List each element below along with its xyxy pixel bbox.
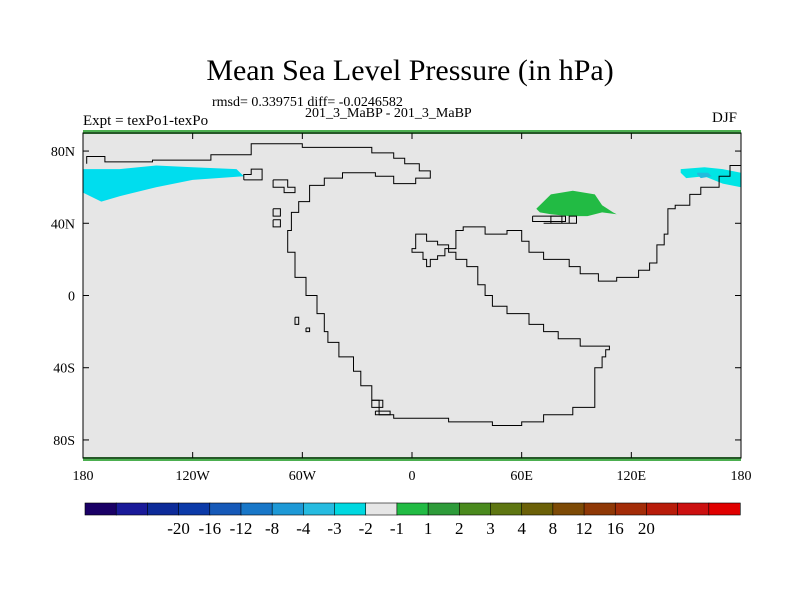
x-tick-label-6: 180: [731, 469, 752, 484]
colorbar-swatch-2: [147, 502, 180, 516]
x-tick-label-3: 0: [409, 469, 416, 484]
colorbar-swatch-5: [240, 502, 273, 516]
y-tick-label-4: 80S: [53, 434, 75, 449]
x-tick-label-0: 180: [73, 469, 94, 484]
colorbar-swatch-14: [521, 502, 554, 516]
y-tick-label-1: 40N: [51, 217, 75, 232]
continent-outline: [86, 143, 741, 426]
colorbar-label-2: -12: [230, 519, 253, 538]
island-outline-8: [543, 215, 577, 224]
subtitle-label: 201_3_MaBP - 201_3_MaBP: [305, 106, 472, 121]
colorbar-swatch-17: [614, 502, 648, 516]
coastline-layer: [86, 143, 741, 426]
island-outline-1: [272, 179, 296, 194]
bottom-border-band: [83, 457, 741, 461]
colorbar-swatch-16: [583, 502, 616, 516]
x-tick-label-2: 60W: [289, 469, 317, 484]
colorbar-swatch-8: [334, 502, 367, 516]
x-tick-label-1: 120W: [176, 469, 211, 484]
colorbar-swatch-0: [84, 502, 117, 516]
colorbar-swatch-11: [427, 502, 460, 516]
colorbar-swatch-3: [178, 502, 211, 516]
colorbar-label-8: 1: [424, 519, 433, 538]
axis-ticks: 180 120W 60W 0 60E 120E 180 80N 40N 0 40S 80S: [51, 133, 752, 484]
colorbar-swatch-18: [646, 502, 679, 516]
colorbar-swatch-13: [490, 502, 523, 516]
anomaly-region-3: [536, 190, 617, 217]
colorbar-label-4: -4: [296, 519, 311, 538]
island-outline-0: [243, 168, 263, 181]
colorbar-swatch-6: [271, 502, 304, 516]
anomaly-region-0: [83, 165, 244, 202]
island-outline-9: [532, 215, 566, 222]
map-background: [83, 133, 741, 458]
colorbar-swatch-10: [396, 502, 429, 516]
colorbar-swatch-19: [677, 502, 710, 516]
experiment-label: Expt = texPo1-texPo: [83, 113, 209, 129]
island-outline-3: [272, 219, 281, 228]
y-tick-label-3: 40S: [53, 362, 75, 377]
colorbar-label-5: -3: [327, 519, 341, 538]
colorbar-label-0: -20: [167, 519, 190, 538]
island-outline-5: [305, 327, 311, 333]
x-tick-label-5: 120E: [617, 469, 647, 484]
colorbar-label-6: -2: [359, 519, 373, 538]
colorbar-label-15: 20: [638, 519, 655, 538]
colorbar-swatch-15: [552, 502, 585, 516]
colorbar-label-10: 3: [486, 519, 495, 538]
colorbar-label-13: 12: [576, 519, 593, 538]
island-outline-6: [371, 399, 384, 408]
top-border-band: [83, 130, 741, 134]
island-outline-4: [294, 316, 300, 325]
colorbar-label-12: 8: [549, 519, 558, 538]
stats-label: rmsd= 0.339751 diff= -0.0246582: [212, 95, 403, 110]
anomaly-layer: [83, 165, 741, 217]
colorbar-label-3: -8: [265, 519, 279, 538]
season-label: DJF: [712, 110, 738, 126]
colorbar-label-1: -16: [198, 519, 221, 538]
colorbar-swatch-12: [458, 502, 492, 516]
y-tick-label-2: 0: [68, 290, 75, 305]
anomaly-region-1: [680, 167, 741, 188]
anomaly-region-2: [697, 172, 712, 179]
island-outline-7: [374, 410, 391, 416]
colorbar-swatch-20: [708, 502, 741, 516]
colorbar-label-14: 16: [607, 519, 624, 538]
colorbar-label-7: -1: [390, 519, 404, 538]
y-tick-label-0: 80N: [51, 145, 75, 160]
chart-title: Mean Sea Level Pressure (in hPa): [206, 54, 614, 87]
colorbar-swatch-9: [365, 502, 398, 516]
colorbar: -20 -16 -12 -8 -4 -3 -2 -1 1 2 3 4 8 12 16 20: [84, 502, 741, 538]
colorbar-label-11: 4: [517, 519, 526, 538]
island-outline-2: [272, 208, 281, 217]
colorbar-swatch-1: [115, 502, 148, 516]
colorbar-swatch-7: [303, 502, 336, 516]
x-tick-label-4: 60E: [510, 469, 533, 484]
colorbar-label-9: 2: [455, 519, 464, 538]
colorbar-swatch-4: [209, 502, 242, 516]
